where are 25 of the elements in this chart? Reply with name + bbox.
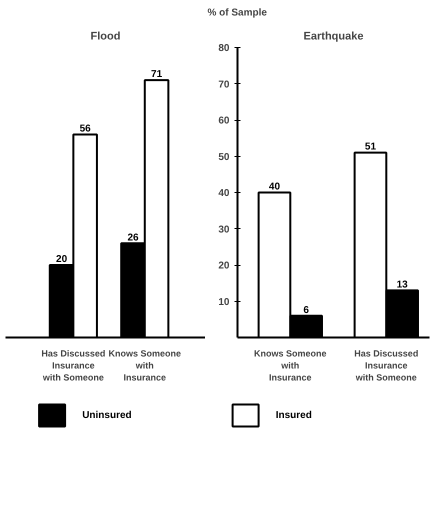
- x-tick-label: Knows Someone with Insurance: [108, 348, 182, 382]
- legend-label: Uninsured: [82, 410, 132, 421]
- data-label: 40: [268, 182, 280, 192]
- legend-label: Insured: [276, 410, 312, 421]
- data-label: 13: [396, 279, 408, 290]
- data-label: 26: [127, 232, 139, 244]
- data-label: 20: [56, 254, 68, 265]
- y-tick-label: 70: [218, 79, 230, 90]
- y-axis-title: % of Sample: [208, 8, 268, 18]
- data-label: 56: [80, 124, 92, 134]
- x-tick-label: Has Discussed Insurance with Someone: [41, 348, 106, 382]
- x-tick-label: Knows Someone with Insurance: [254, 348, 327, 382]
- data-label: 51: [364, 142, 376, 153]
- y-tick-label: 10: [218, 296, 230, 308]
- chart-title: Earthquake: [304, 30, 364, 42]
- x-tick-label: Has Discussed Insurance with Someone: [354, 348, 418, 382]
- y-tick-label: 80: [218, 43, 230, 54]
- y-tick-label: 20: [218, 260, 230, 272]
- y-tick-label: 60: [218, 116, 230, 126]
- y-tick-label: 50: [218, 152, 230, 163]
- data-label: 6: [303, 304, 310, 316]
- y-tick-label: 30: [218, 224, 230, 236]
- data-label: 71: [151, 69, 163, 80]
- chart-title: Flood: [90, 30, 120, 42]
- y-tick-label: 40: [218, 188, 230, 199]
